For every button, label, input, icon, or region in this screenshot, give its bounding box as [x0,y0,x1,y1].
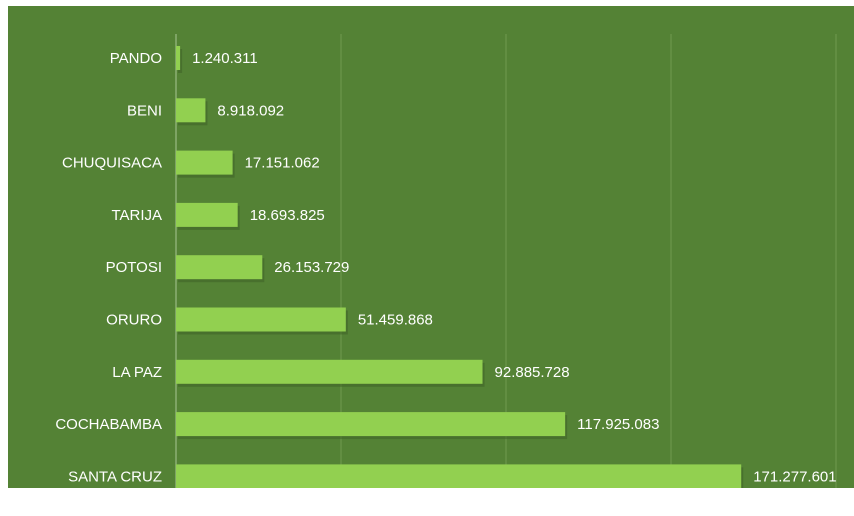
data-label: 1.240.311 [192,50,258,67]
data-label: 117.925.083 [577,416,659,433]
bar-la-paz [176,359,483,384]
data-label: 26.153.729 [274,259,349,276]
bar-pando [176,46,181,70]
category-label: LA PAZ [112,364,162,381]
category-label: SANTA CRUZ [68,468,162,485]
data-label: 18.693.825 [250,207,325,224]
bar-chuquisaca [176,150,233,175]
data-label: 92.885.728 [495,364,570,381]
data-label: 17.151.062 [245,155,320,172]
bar-cochabamba [176,412,566,437]
category-label: PANDO [110,50,162,67]
category-label: POTOSI [106,259,162,276]
bar-beni [176,98,206,123]
bars [176,46,744,488]
bar-oruro [176,307,346,332]
category-label: BENI [127,102,162,119]
bar-tarija [176,202,238,227]
category-label: CHUQUISACA [62,155,162,172]
data-label: 8.918.092 [217,102,284,119]
chart-area: PANDO 1.240.311 BENI 8.918.092 CHUQUISACA 17.… [8,6,854,488]
data-label: 171.277.601 [753,468,836,485]
bar-chart: PANDO 1.240.311 BENI 8.918.092 CHUQUISACA 17.… [55,34,837,488]
category-label: ORURO [106,312,162,329]
bar-santa-cruz [176,464,742,488]
category-label: TARIJA [111,207,162,224]
data-label: 51.459.868 [358,312,433,329]
bar-potosi [176,255,263,280]
labels: PANDO 1.240.311 BENI 8.918.092 CHUQUISACA 17.… [55,50,836,485]
category-label: COCHABAMBA [55,416,162,433]
